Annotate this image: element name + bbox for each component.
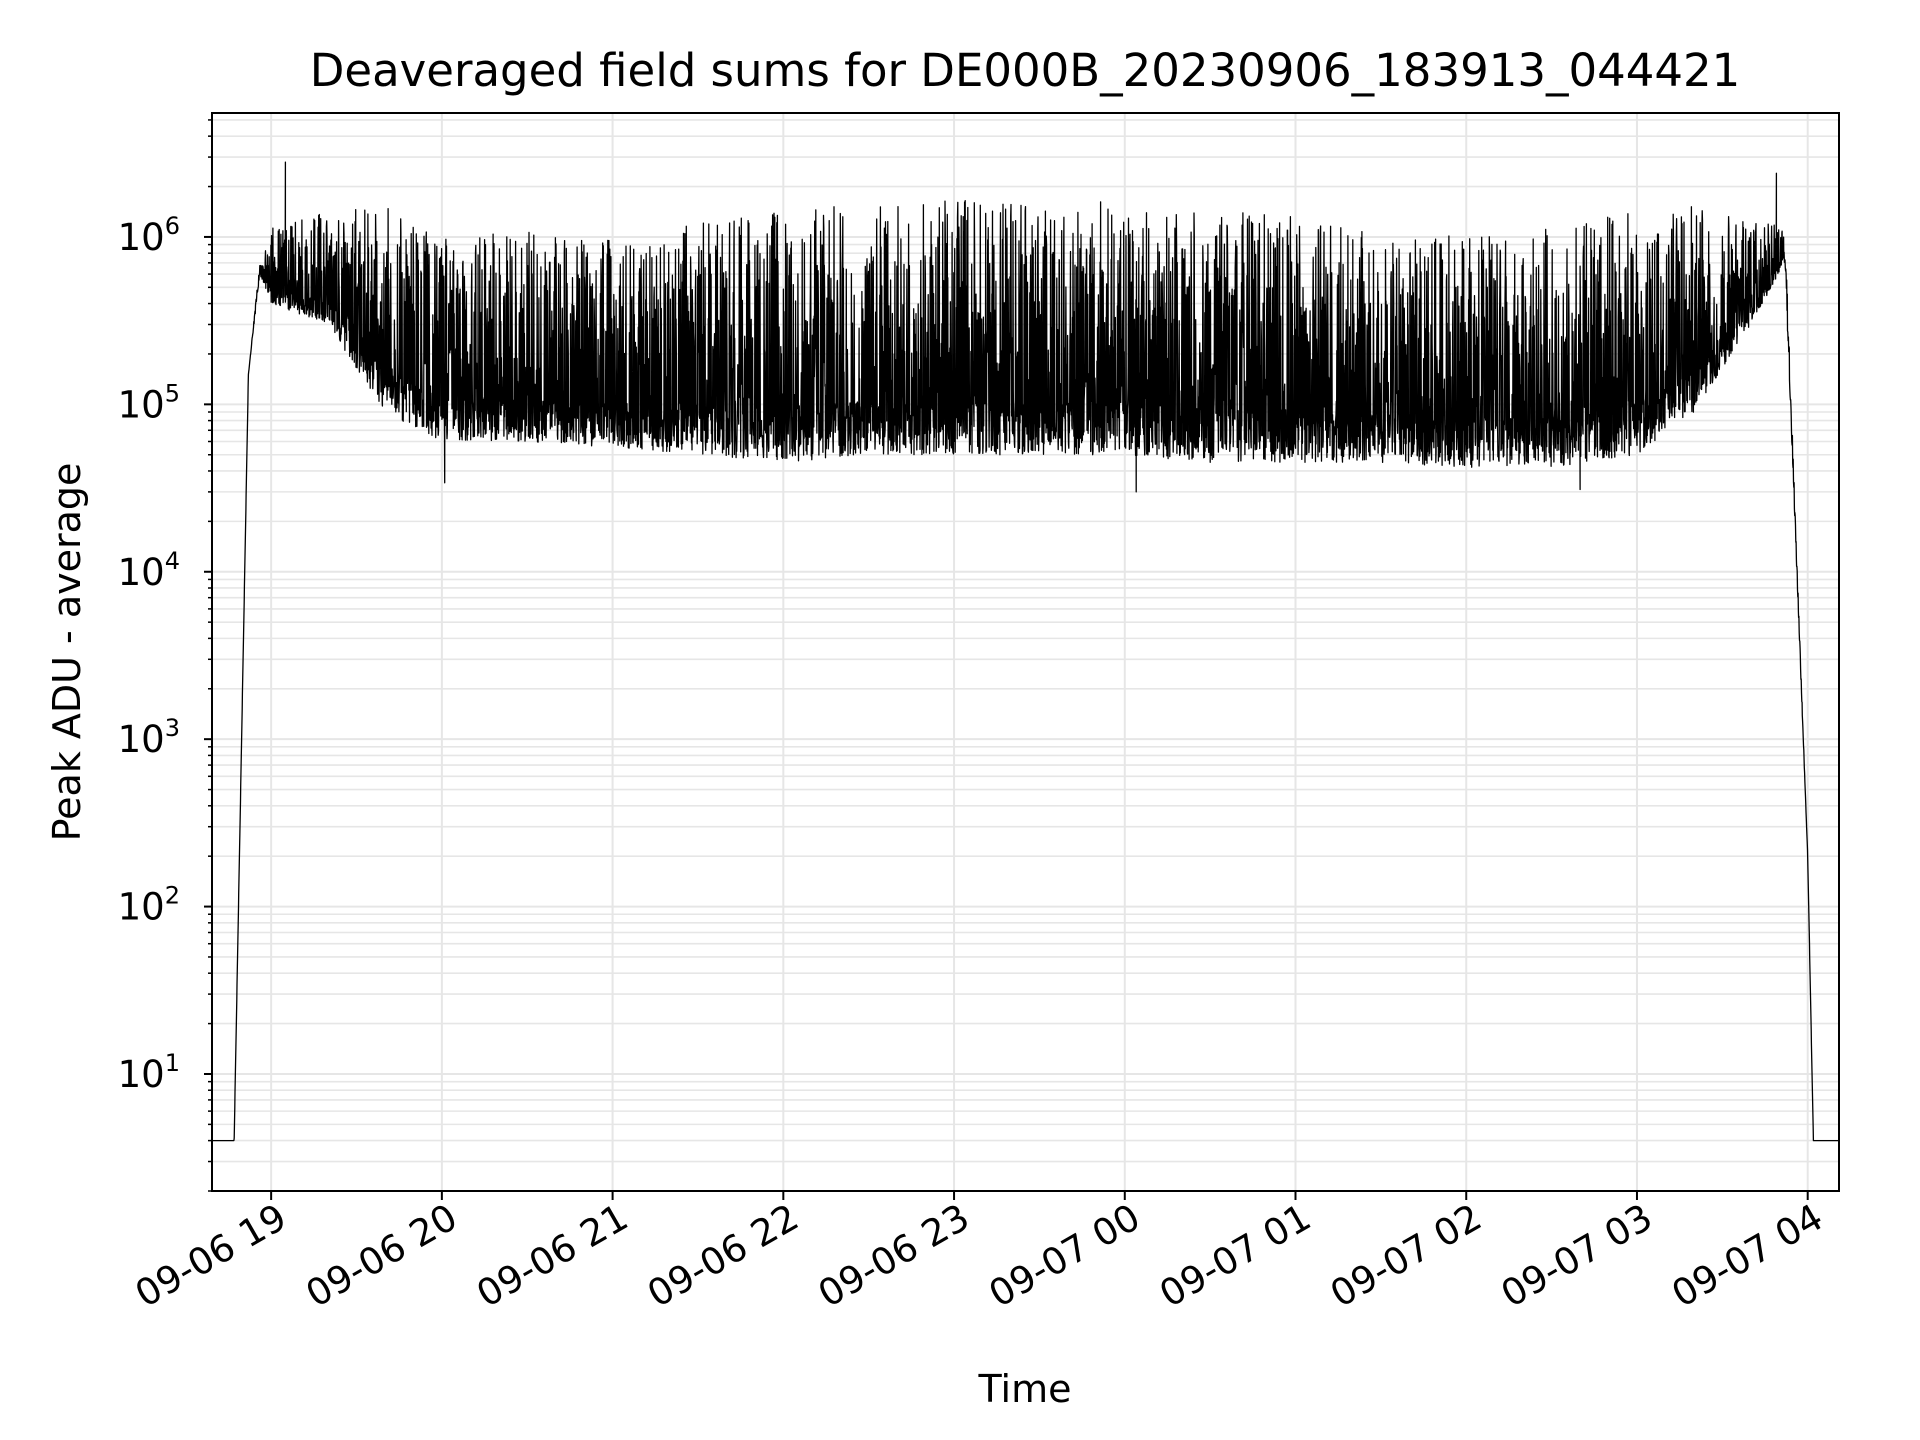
y-tick-label: 104 [118, 547, 180, 594]
y-tick-label: 106 [118, 212, 180, 259]
y-tick-label: 102 [118, 882, 180, 929]
y-tick-label-exponent: 6 [165, 212, 180, 240]
y-tick-label-exponent: 5 [165, 379, 180, 407]
x-axis-label: Time [978, 1367, 1072, 1411]
y-tick-label-base: 10 [118, 551, 165, 594]
y-tick-label: 105 [118, 379, 180, 426]
y-tick-label-exponent: 1 [165, 1049, 180, 1077]
series-line [211, 161, 1840, 1142]
plot-frame [211, 112, 1840, 1192]
data-layer [211, 161, 1840, 1142]
y-tick-label-exponent: 4 [165, 547, 180, 575]
y-tick-label-exponent: 3 [165, 714, 180, 742]
y-tick-label: 103 [118, 714, 180, 761]
y-tick-label-base: 10 [118, 718, 165, 761]
y-tick-label-exponent: 2 [165, 882, 180, 910]
y-tick-label-base: 10 [118, 1053, 165, 1096]
chart-title: Deaveraged field sums for DE000B_2023090… [310, 44, 1741, 97]
y-tick-label: 101 [118, 1049, 180, 1096]
y-tick-label-base: 10 [118, 886, 165, 929]
y-axis-label: Peak ADU - average [45, 463, 89, 842]
y-tick-label-base: 10 [118, 216, 165, 259]
y-tick-label-base: 10 [118, 383, 165, 426]
